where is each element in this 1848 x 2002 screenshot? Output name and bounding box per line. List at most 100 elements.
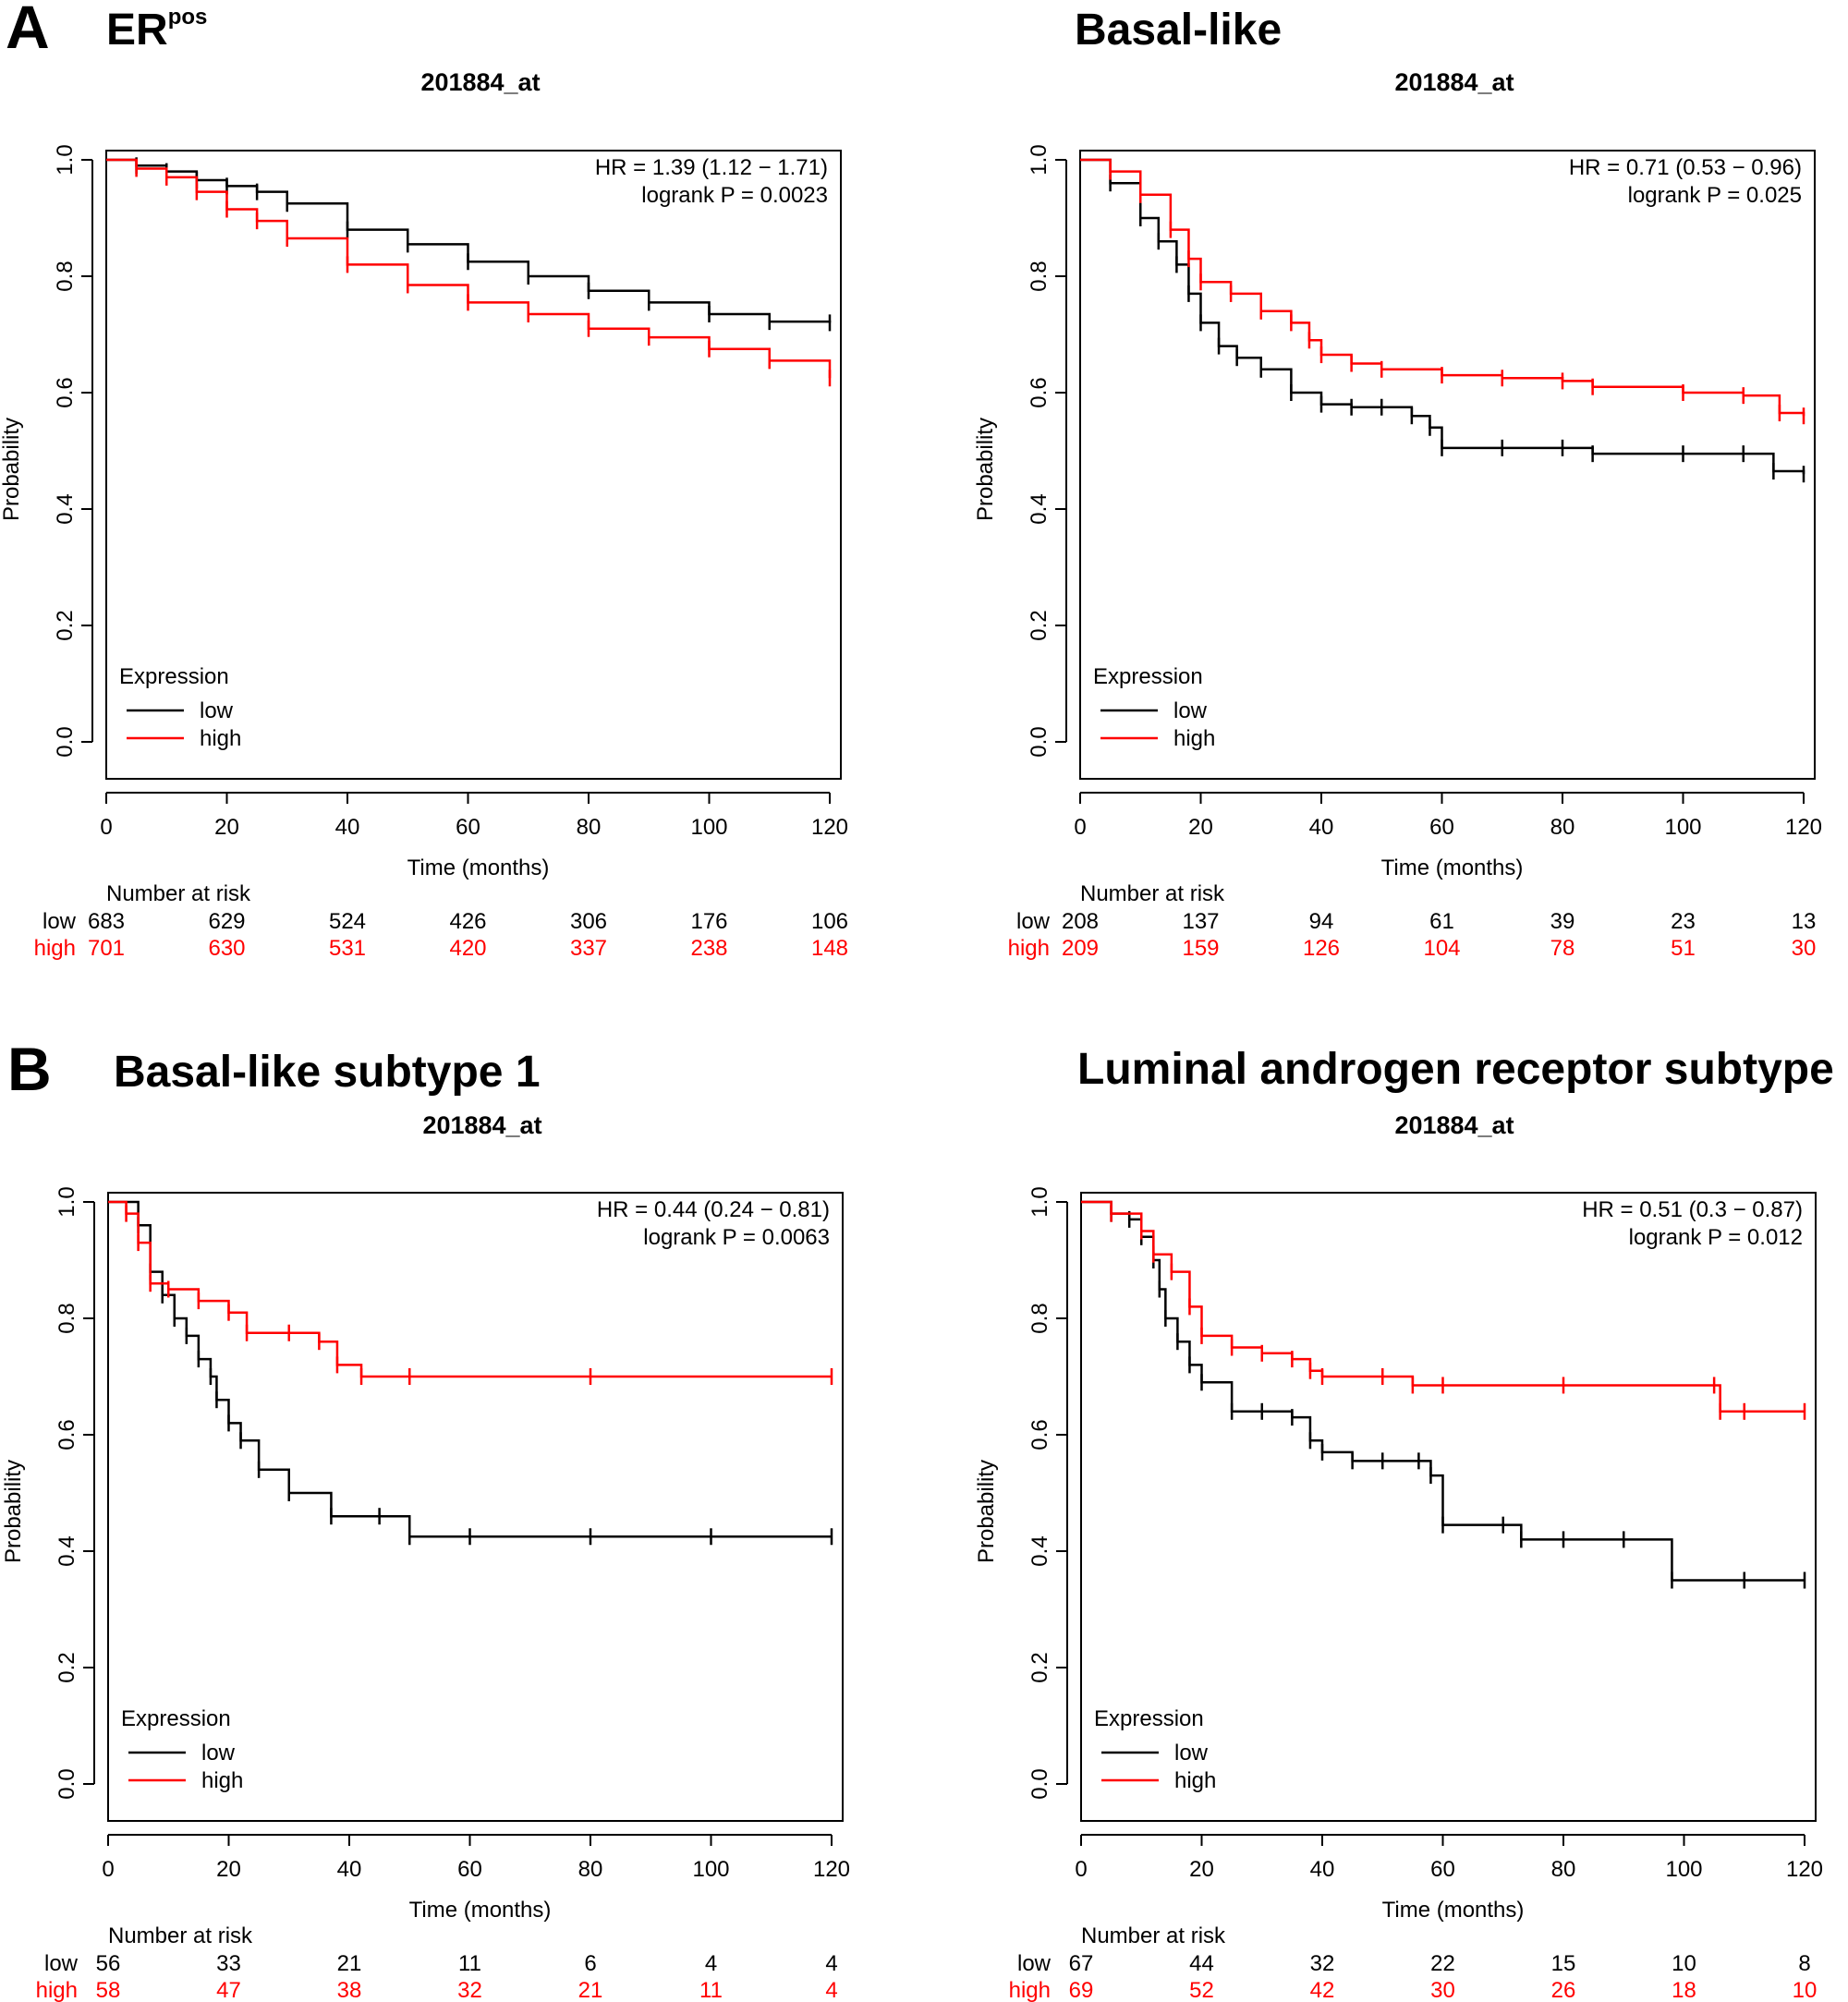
risk-value: 56	[96, 1951, 121, 1976]
y-tick-label: 1.0	[1027, 144, 1052, 175]
risk-row-label-high: high	[36, 1978, 78, 2002]
risk-value: 426	[449, 909, 486, 934]
chart-panel-3: Basal-like subtype 1 201884_at 0 20 40 60 80 10…	[1, 1048, 850, 2002]
risk-row-label-low: low	[1017, 1951, 1052, 1976]
legend-label-low: low	[1173, 698, 1208, 723]
chart-panel-4: Luminal androgen receptor subtype 201884_…	[974, 1045, 1834, 2002]
y-axis-label: Probability	[0, 418, 24, 521]
x-tick-label: 40	[1310, 1857, 1335, 1882]
risk-row-label-high: high	[34, 936, 76, 961]
chart-title: ERpos	[106, 5, 207, 55]
chart-panel-2: Basal-like 201884_at 0 20 40 60 80 100 120 Time (…	[973, 6, 1822, 961]
risk-value: 15	[1551, 1951, 1576, 1976]
x-tick-label: 40	[337, 1857, 362, 1882]
legend-title: Expression	[121, 1706, 231, 1731]
risk-value: 39	[1550, 909, 1575, 934]
y-axis-label: Probability	[974, 1460, 999, 1563]
risk-value: 238	[690, 936, 727, 961]
x-tick-label: 20	[1188, 815, 1213, 840]
legend-label-high: high	[201, 1768, 243, 1793]
risk-value: 337	[570, 936, 607, 961]
risk-row-label-high: high	[1009, 1978, 1051, 2002]
x-tick-label: 0	[102, 1857, 114, 1882]
risk-value: 524	[329, 909, 366, 934]
x-tick-label: 80	[578, 1857, 603, 1882]
risk-value: 208	[1062, 909, 1099, 934]
chart-title-text: ER	[106, 6, 168, 55]
x-tick-label: 20	[214, 815, 239, 840]
risk-value: 61	[1429, 909, 1454, 934]
y-tick-label: 1.0	[55, 1186, 79, 1217]
risk-value: 78	[1550, 936, 1575, 961]
risk-value: 683	[88, 909, 125, 934]
risk-value: 18	[1672, 1978, 1696, 2002]
y-tick-label: 0.6	[1027, 377, 1052, 407]
y-tick-label: 0.8	[1027, 261, 1052, 291]
x-tick-label: 40	[335, 815, 360, 840]
risk-value: 32	[1310, 1951, 1335, 1976]
risk-value: 4	[825, 1978, 837, 2002]
x-tick-label: 100	[1664, 815, 1701, 840]
risk-value: 67	[1069, 1951, 1094, 1976]
chart-title: Luminal androgen receptor subtype	[1077, 1045, 1834, 1094]
y-tick-label: 0.2	[55, 1652, 79, 1682]
risk-value: 420	[449, 936, 486, 961]
y-axis-label: Probability	[973, 418, 998, 521]
chart-subtitle: 201884_at	[420, 68, 540, 96]
risk-value: 630	[208, 936, 245, 961]
risk-value: 104	[1423, 936, 1460, 961]
y-tick-label: 0.8	[53, 261, 78, 291]
plot-frame	[105, 150, 842, 780]
x-tick-label: 120	[811, 815, 848, 840]
y-tick-label: 1.0	[1027, 1186, 1052, 1217]
y-tick-label: 0.8	[1027, 1303, 1052, 1333]
y-tick-label: 1.0	[53, 144, 78, 175]
risk-value: 13	[1792, 909, 1817, 934]
hazard-ratio-text: HR = 0.51 (0.3 − 0.87)	[1582, 1197, 1803, 1222]
hazard-ratio-text: HR = 0.71 (0.53 − 0.96)	[1569, 155, 1802, 180]
x-tick-label: 60	[1429, 815, 1454, 840]
risk-value: 21	[578, 1978, 603, 2002]
plot-frame	[107, 1192, 844, 1822]
x-tick-label: 120	[1786, 1857, 1823, 1882]
legend-title: Expression	[1093, 664, 1203, 689]
logrank-p-text: logrank P = 0.0063	[643, 1225, 830, 1250]
plot-frame	[1080, 1192, 1817, 1822]
x-tick-label: 60	[456, 815, 480, 840]
risk-value: 21	[337, 1951, 362, 1976]
hazard-ratio-text: HR = 0.44 (0.24 − 0.81)	[597, 1197, 830, 1222]
x-tick-label: 60	[1430, 1857, 1455, 1882]
risk-table-title: Number at risk	[1080, 881, 1225, 906]
x-tick-label: 40	[1309, 815, 1334, 840]
legend-label-low: low	[201, 1741, 236, 1765]
plot-frame	[1079, 150, 1816, 780]
y-tick-label: 0.0	[1027, 726, 1052, 757]
risk-value: 69	[1069, 1978, 1094, 2002]
series-line-low	[108, 1200, 832, 1538]
y-tick-label: 0.4	[1027, 493, 1052, 524]
logrank-p-text: logrank P = 0.0023	[641, 183, 828, 208]
y-tick-label: 0.6	[1027, 1419, 1052, 1450]
chart-title-text: Basal-like subtype 1	[114, 1048, 541, 1097]
risk-value: 209	[1062, 936, 1099, 961]
risk-value: 6	[584, 1951, 596, 1976]
legend-label-high: high	[1174, 1768, 1216, 1793]
risk-value: 176	[690, 909, 727, 934]
risk-value: 4	[825, 1951, 837, 1976]
x-tick-label: 0	[100, 815, 112, 840]
legend-label-low: low	[200, 698, 234, 723]
chart-title-text: Basal-like	[1075, 6, 1282, 55]
y-tick-label: 0.0	[1027, 1768, 1052, 1799]
y-axis-label: Probability	[1, 1460, 26, 1563]
x-tick-label: 20	[216, 1857, 241, 1882]
x-tick-label: 100	[692, 1857, 729, 1882]
y-tick-label: 0.8	[55, 1303, 79, 1333]
panel-letter-b: B	[7, 1035, 52, 1103]
series-line-low	[106, 158, 832, 323]
risk-value: 629	[208, 909, 245, 934]
risk-value: 30	[1430, 1978, 1455, 2002]
risk-value: 148	[811, 936, 848, 961]
x-tick-label: 80	[577, 815, 602, 840]
